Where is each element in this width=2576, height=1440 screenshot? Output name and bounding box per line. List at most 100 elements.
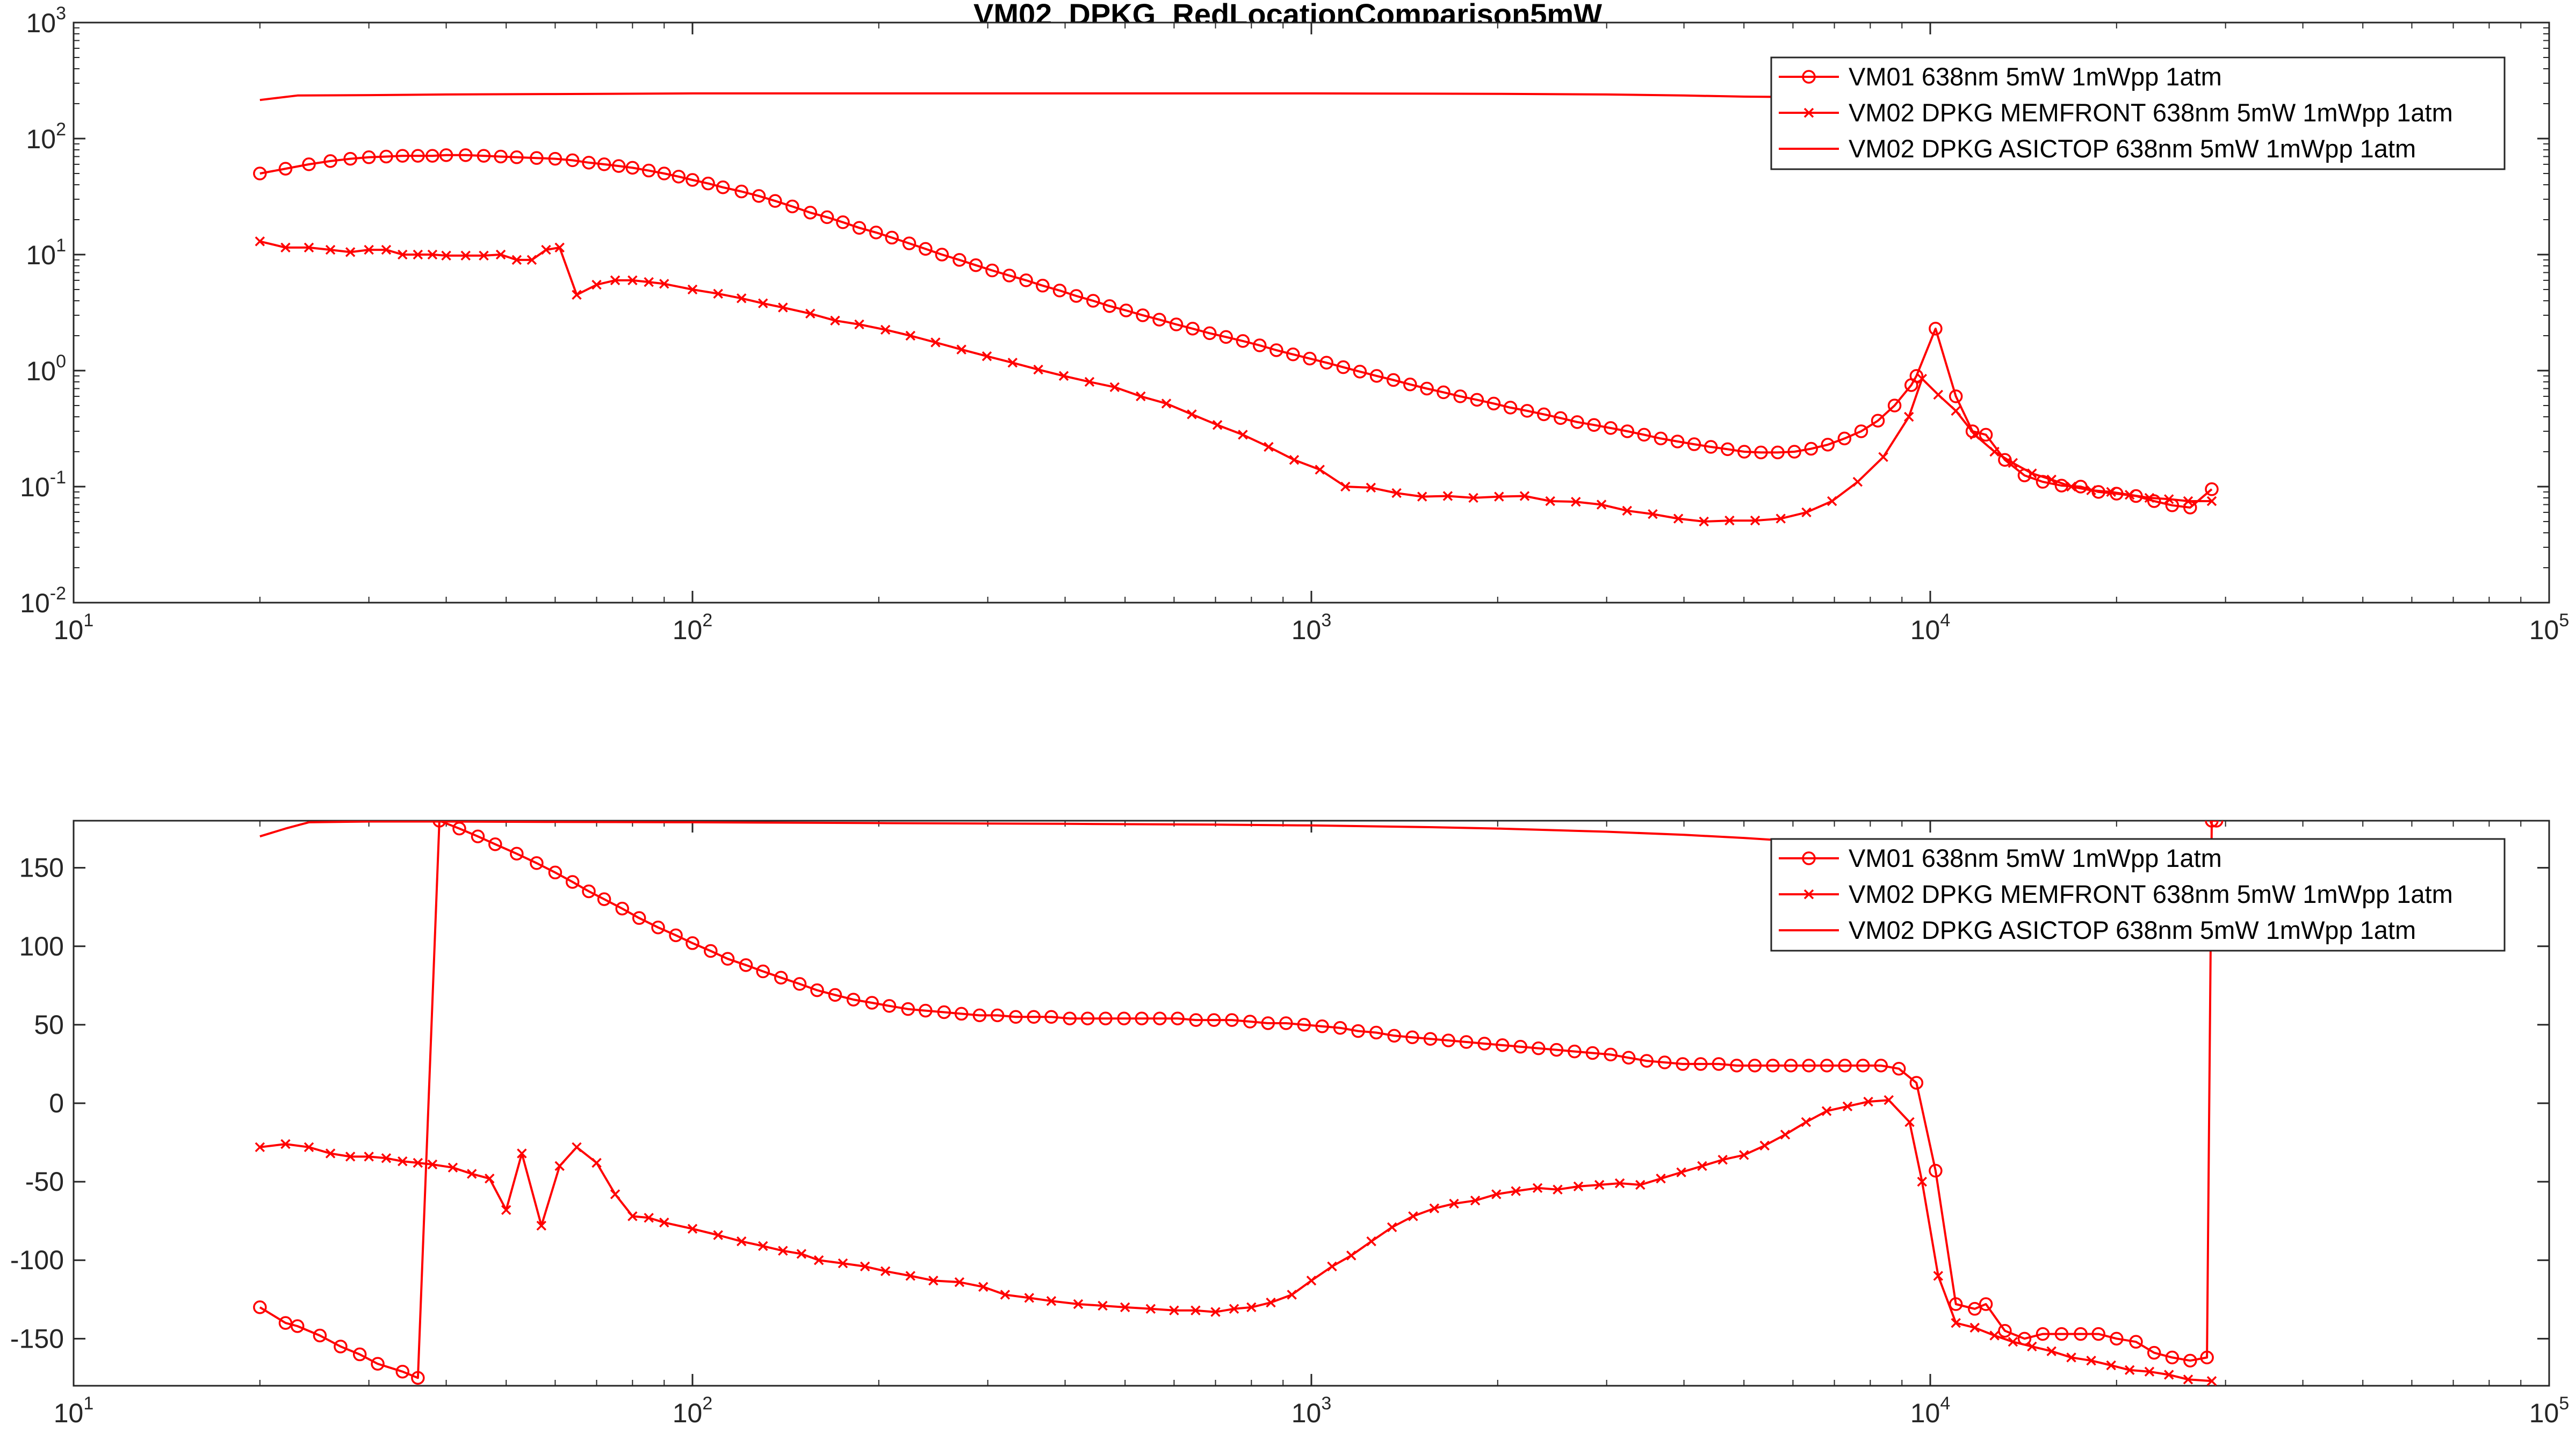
data-point-circle [1693, 1057, 1708, 1071]
data-point-circle [1568, 1044, 1582, 1059]
data-point-circle [278, 162, 293, 176]
data-point-x [2008, 458, 2018, 468]
data-point-circle [313, 1328, 327, 1343]
data-point-circle [1748, 1059, 1762, 1073]
data-point-x [1264, 442, 1274, 452]
data-point-x [572, 290, 582, 300]
data-point-x [2086, 485, 2096, 496]
y-tick-base: 10 [26, 356, 56, 386]
data-point-circle [1420, 381, 1434, 396]
data-point-circle [425, 149, 439, 163]
legend-label: VM02 DPKG MEMFRONT 638nm 5mW 1mWpp 1atm [1849, 880, 2453, 908]
data-point-x [413, 249, 423, 260]
data-point-circle [1854, 424, 1868, 438]
data-point-circle [852, 221, 867, 235]
x-tick-base: 10 [1910, 1398, 1940, 1428]
data-point-x [1863, 1096, 1873, 1107]
data-point-x [2206, 1376, 2217, 1386]
data-point-circle [1336, 360, 1351, 374]
data-point-circle [739, 958, 753, 972]
data-point-circle [582, 884, 596, 899]
data-point-circle [1676, 1057, 1690, 1071]
data-point-x [1842, 1101, 1853, 1112]
data-point-circle [1670, 435, 1685, 448]
legend-label: VM01 638nm 5mW 1mWpp 1atm [1849, 62, 2222, 91]
data-point-circle [488, 837, 502, 851]
x-tick-label: 103 [1291, 1393, 1332, 1428]
data-point-circle [1261, 1016, 1275, 1030]
data-point-x [1238, 430, 1248, 440]
data-point-x [1449, 1198, 1459, 1209]
data-point-circle [2205, 821, 2219, 828]
data-point-x [1827, 496, 1837, 506]
data-point-circle [1637, 428, 1651, 442]
data-point-circle [1219, 330, 1233, 344]
data-point-x [982, 351, 992, 361]
data-point-x [467, 1169, 477, 1179]
x-tick-label: 101 [54, 1393, 94, 1428]
data-point-x [2066, 481, 2076, 492]
data-point-x [805, 308, 816, 319]
data-point-circle [1186, 322, 1200, 336]
data-point-x [2124, 490, 2135, 500]
data-point-circle [1453, 389, 1467, 403]
data-point-x [1229, 1304, 1239, 1314]
data-point-circle [919, 242, 933, 256]
data-point-x [1246, 1302, 1257, 1313]
x-tick-exponent: 4 [1940, 610, 1950, 631]
data-point-circle [2205, 482, 2219, 496]
data-point-circle [1620, 424, 1634, 438]
data-point-x [758, 1241, 768, 1251]
x-tick-label: 102 [673, 610, 713, 645]
data-point-circle [494, 149, 508, 164]
data-point-circle [1044, 1010, 1058, 1024]
data-point-circle [1135, 1011, 1149, 1025]
series-2 [255, 1095, 2217, 1386]
data-point-x [1366, 1236, 1376, 1247]
data-point-x [1417, 491, 1427, 502]
data-point-circle [379, 149, 393, 164]
data-point-circle [752, 189, 766, 203]
data-point-x [1917, 1176, 1927, 1187]
data-point-circle [1730, 1059, 1744, 1073]
data-point-circle [1587, 418, 1601, 432]
data-point-circle [615, 901, 629, 916]
y-tick-label: 10-2 [20, 583, 66, 618]
data-point-x [441, 250, 451, 261]
data-point-x [517, 1148, 527, 1159]
data-point-circle [548, 865, 562, 880]
data-point-x [1852, 476, 1863, 487]
data-point-circle [1225, 1013, 1239, 1027]
data-point-x [381, 244, 392, 255]
data-point-circle [1802, 1059, 1816, 1073]
data-point-circle [1269, 343, 1283, 357]
data-point-circle [669, 928, 683, 943]
data-point-x [1699, 516, 1709, 527]
data-point-circle [253, 1300, 267, 1314]
y-tick-label: -150 [10, 1323, 64, 1354]
data-point-circle [828, 988, 842, 1002]
y-tick-exponent: -1 [50, 467, 66, 488]
data-point-x [1073, 1299, 1084, 1309]
data-point-x [1878, 452, 1888, 462]
data-point-x [1648, 509, 1658, 519]
data-point-circle [1549, 1043, 1564, 1057]
data-point-circle [253, 167, 267, 180]
data-point-x [1917, 374, 1927, 384]
data-point-circle [846, 993, 861, 1007]
y-tick-base: 10 [26, 240, 56, 270]
data-point-x [572, 1142, 582, 1153]
data-point-circle [1069, 289, 1084, 303]
data-point-circle [1837, 431, 1852, 446]
data-point-x [2046, 474, 2057, 485]
data-point-circle [510, 150, 524, 164]
data-point-circle [1887, 399, 1902, 413]
data-point-circle [1737, 445, 1751, 459]
data-point-circle [1386, 373, 1401, 387]
x-tick-base: 10 [1291, 615, 1322, 645]
data-point-circle [1520, 404, 1534, 418]
data-point-x [830, 315, 840, 326]
x-tick-base: 10 [54, 1398, 84, 1428]
data-point-x [1801, 1117, 1812, 1127]
